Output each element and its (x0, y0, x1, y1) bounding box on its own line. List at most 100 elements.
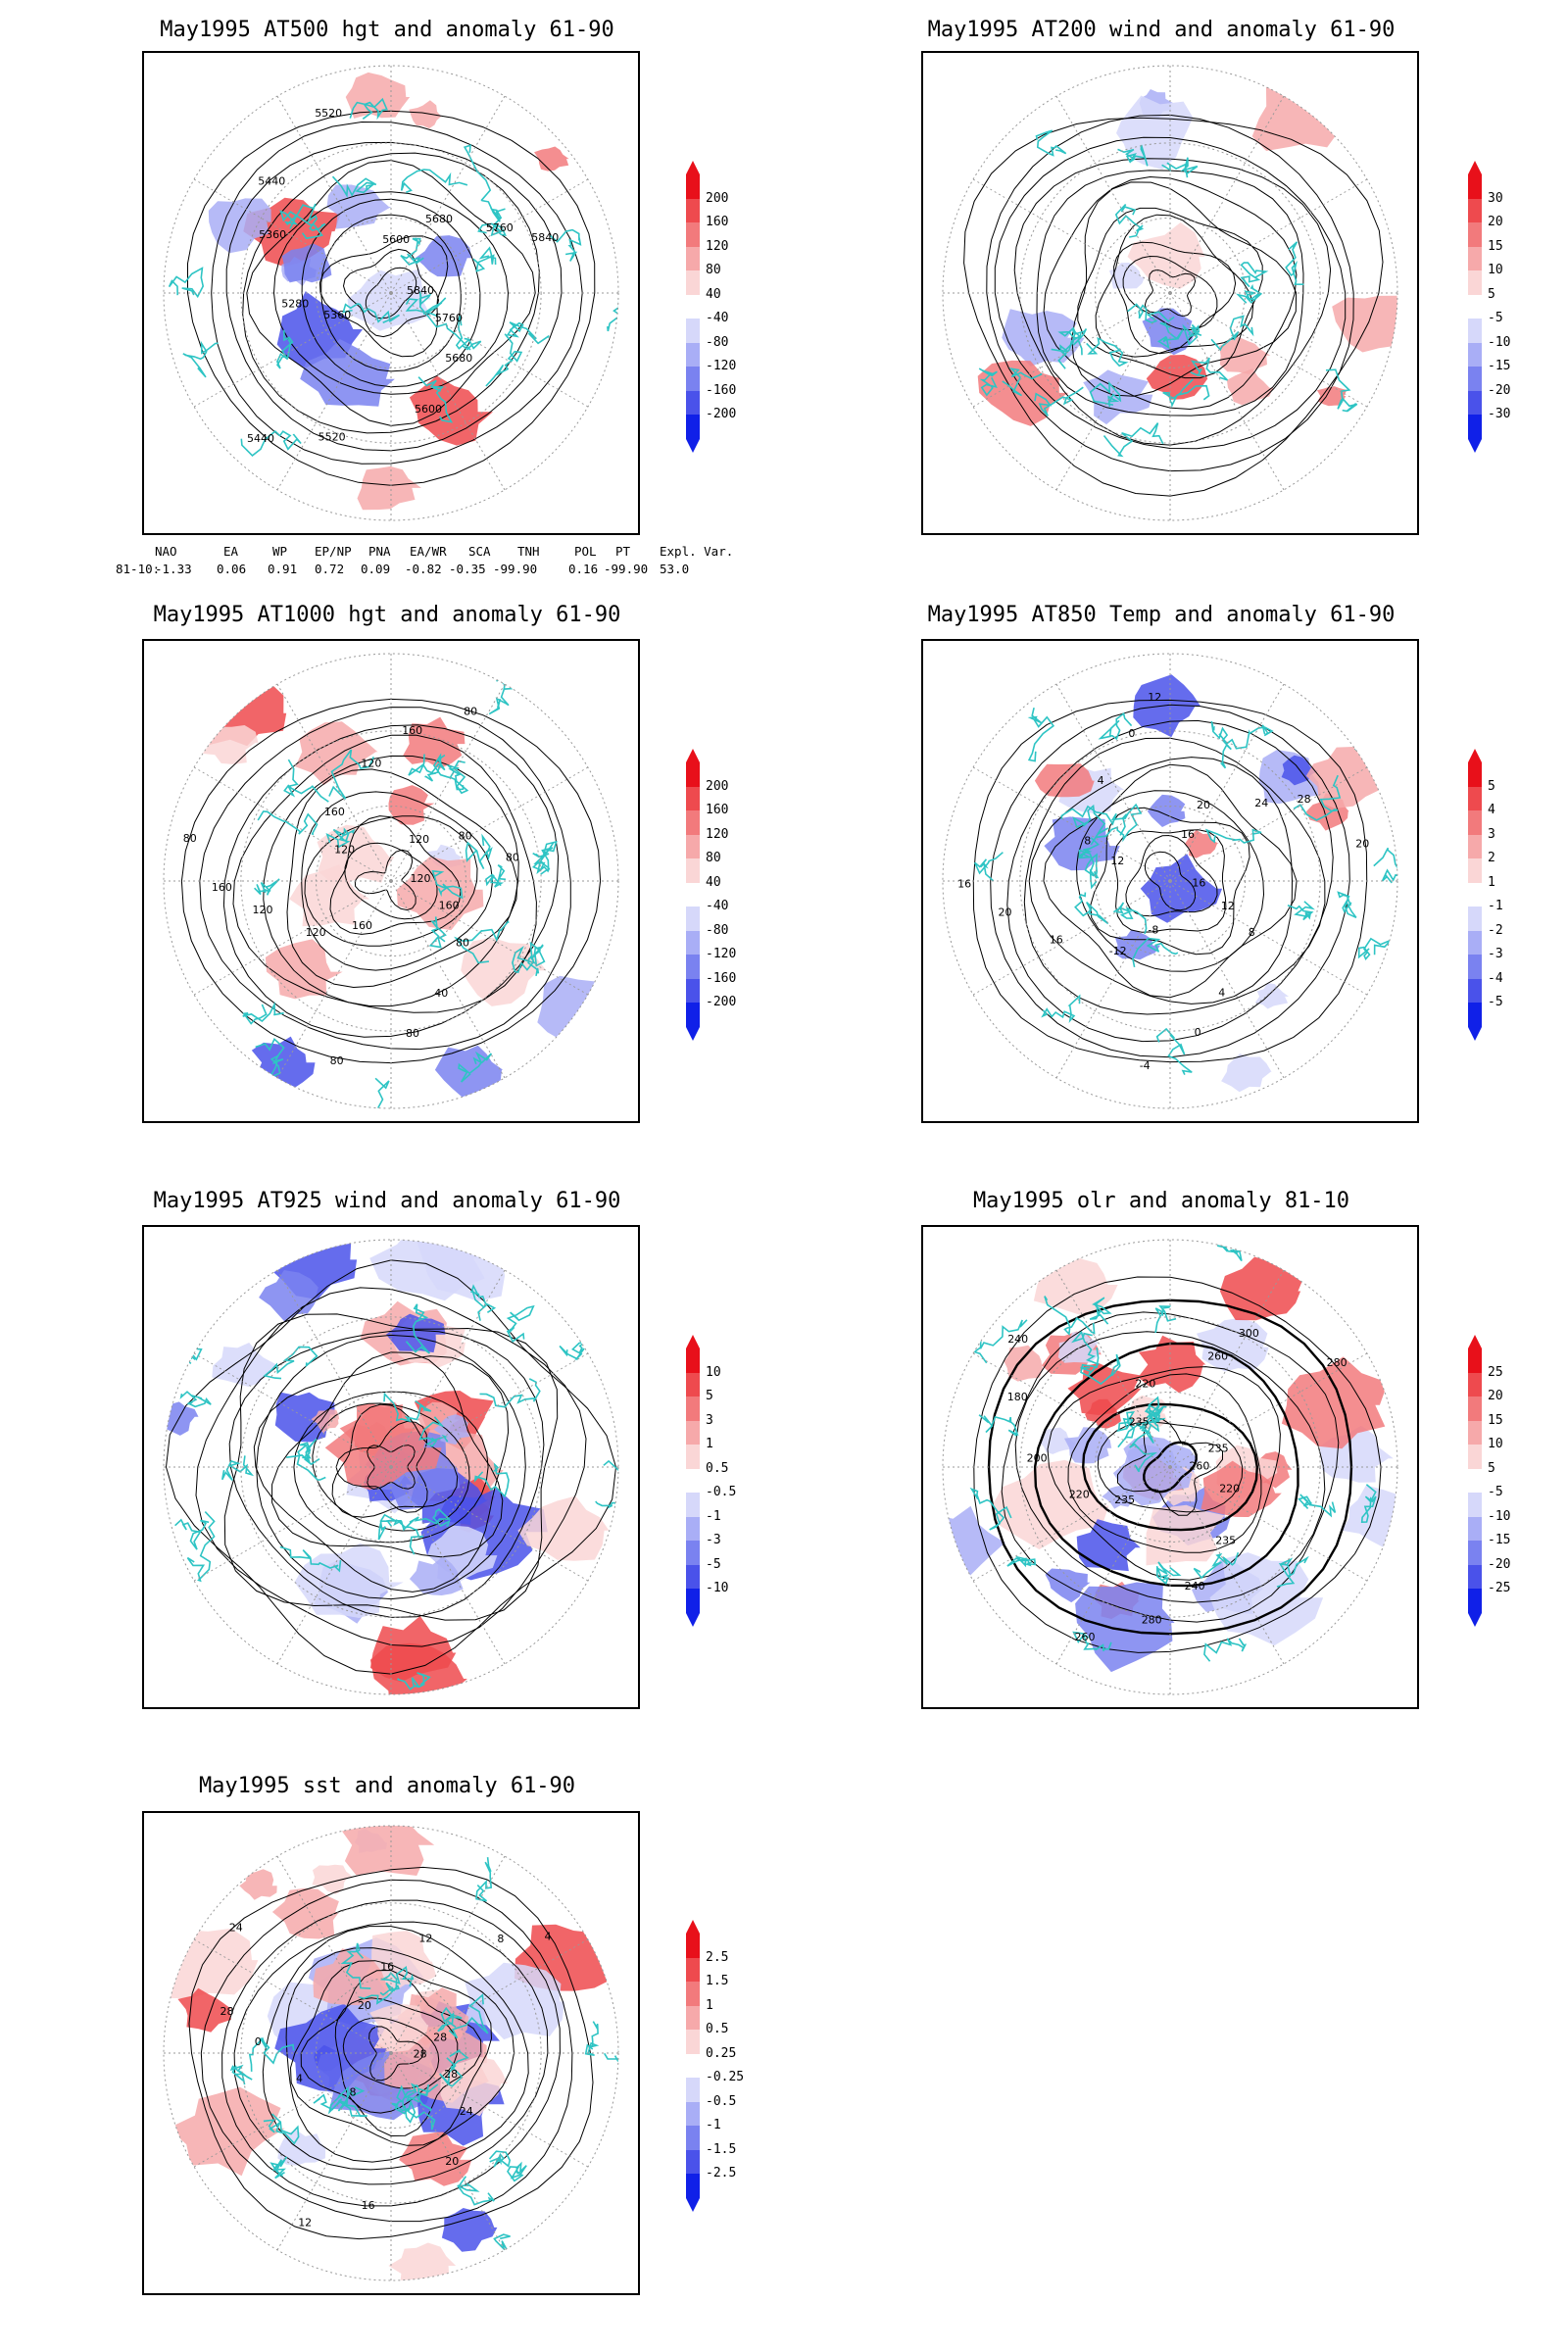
anomaly-shading (1116, 95, 1194, 170)
header-tnh: TNH (517, 544, 540, 559)
anomaly-shading (1316, 386, 1348, 407)
colorbar-cell (1468, 342, 1482, 368)
latitude-circle (240, 730, 542, 1032)
row-label: 81-10: (116, 562, 161, 576)
colorbar-cell (686, 834, 700, 859)
contour-label: 220 (1069, 1488, 1090, 1500)
coastline (1098, 711, 1133, 741)
meridian-line (276, 880, 392, 1079)
contour-label: 5600 (382, 233, 410, 246)
anomaly-shading (295, 721, 378, 786)
meridian-line (1055, 1269, 1171, 1468)
coastline (448, 1993, 489, 2039)
contour-label: 0 (255, 2035, 262, 2048)
anomaly-shading (386, 1313, 446, 1353)
meridian-line (193, 2052, 392, 2168)
contour-line (232, 734, 537, 1013)
anomaly-shading (1034, 763, 1095, 798)
colorbar-label: -80 (706, 922, 729, 938)
coastline (368, 1077, 390, 1108)
map-p1: 5840 5760 5680 5600 5520 5440 5360 5280 5360 5440… (142, 51, 640, 535)
colorbar-cell (1468, 270, 1482, 295)
anomaly-shading (1033, 1252, 1118, 1317)
coastline (397, 1672, 431, 1690)
coastline (1287, 901, 1316, 921)
colorbar-label: 10 (1488, 263, 1503, 278)
header-pna: PNA (368, 544, 391, 559)
meridian-line (276, 292, 392, 491)
colorbar-label: -0.25 (706, 2070, 745, 2085)
coastline (1117, 144, 1149, 167)
colorbar-label: 5 (1488, 778, 1495, 794)
colorbar-cell (686, 367, 700, 391)
colorbar-cell (1468, 198, 1482, 223)
colorbar-cell (686, 882, 700, 907)
anomaly-shading (1219, 336, 1271, 374)
contour-label: 28 (220, 2005, 234, 2018)
value-expl-var: 53.0 (660, 562, 690, 576)
colorbar-p7: 2.5 1.5 1 0.5 0.25 -0.25 -0.5 -1 -1.5 -2.5 (686, 1920, 744, 2212)
coastline (342, 303, 400, 323)
contour-label: 280 (1327, 1356, 1348, 1369)
colorbar-cell (686, 978, 700, 1004)
contour-line (1113, 829, 1227, 933)
colorbar-cell (686, 1348, 700, 1373)
coastline (978, 368, 998, 397)
contour-label: 5680 (425, 213, 453, 225)
coastline (1035, 129, 1067, 157)
streamline (253, 1355, 510, 1592)
contour-label: 5680 (445, 352, 472, 365)
colorbar-cell (686, 2078, 700, 2102)
coastline (1006, 1555, 1037, 1568)
coastline (473, 1462, 510, 1498)
contour-line (286, 768, 518, 989)
coastline (439, 2049, 469, 2087)
colorbar-label: -40 (706, 899, 729, 914)
coastline (254, 878, 280, 896)
meridian-line (1169, 1466, 1285, 1665)
coastline (506, 321, 550, 345)
anomaly-shading (1332, 295, 1397, 353)
anomaly-shading (434, 1045, 504, 1099)
contour-label: 16 (380, 1961, 394, 1974)
colorbar-cell (686, 762, 700, 787)
panel-title-p3: May1995 AT1000 hgt and anomaly 61-90 (153, 603, 621, 627)
streamline (1071, 181, 1298, 397)
colorbar-arrow-bottom (686, 2198, 700, 2212)
coastline (1132, 937, 1179, 968)
contour-label: 5360 (259, 228, 286, 241)
contour-line (233, 1921, 549, 2185)
colorbar-label: -0.5 (706, 2093, 737, 2109)
header-epnp: EP/NP (315, 544, 352, 559)
colorbar-label: -2 (1488, 922, 1503, 938)
anomaly-shading (324, 1401, 442, 1491)
colorbar-cell (1468, 1564, 1482, 1590)
contour-line (187, 110, 596, 486)
coastline (257, 810, 318, 836)
anomaly-shading (409, 1556, 464, 1595)
colorbar-cell (1468, 390, 1482, 416)
contour-label: 0 (1195, 1026, 1201, 1039)
meridian-line (1055, 683, 1171, 882)
contour-label: 80 (183, 832, 197, 845)
colorbar-label: -4 (1488, 970, 1503, 986)
coastline (400, 169, 468, 194)
coastline (405, 297, 447, 318)
coastline (455, 316, 482, 351)
polar-map-svg: 16 12 8 4 0 -4 -8 -12 16 20 16 12 8 4 0 12 16 20 24 28 20 (942, 653, 1398, 1109)
colorbar-label: -5 (1488, 1485, 1503, 1500)
colorbar-cell (686, 1372, 700, 1397)
contour-label: 24 (229, 1922, 243, 1935)
coastline (1072, 804, 1109, 846)
contour-label: 5360 (323, 309, 351, 321)
colorbar-cell (1468, 1493, 1482, 1517)
coastline (255, 1037, 285, 1080)
latitude-circle (1019, 730, 1321, 1032)
coastline (1112, 902, 1148, 935)
streamline (1013, 158, 1332, 446)
coastline (1298, 1494, 1337, 1518)
contour-line (1067, 1373, 1262, 1553)
coastline (488, 2150, 512, 2168)
contour-line (1001, 1311, 1340, 1623)
anomaly-shading (271, 1887, 340, 1939)
